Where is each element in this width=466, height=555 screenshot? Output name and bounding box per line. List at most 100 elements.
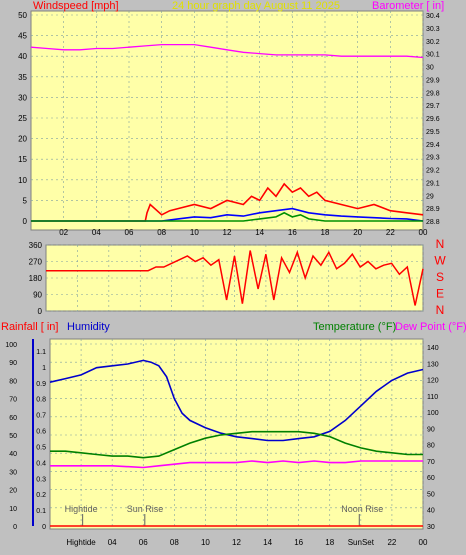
temperature-tick-label: 40 <box>427 508 435 515</box>
humidity-tick-label: 30 <box>9 469 17 476</box>
wind-x-tick-label: 20 <box>353 228 362 237</box>
rain-tick-label: 1.1 <box>36 349 46 356</box>
wind-x-tick-label: 06 <box>125 228 134 237</box>
barometer-tick-label: 28.8 <box>426 219 440 226</box>
compass-label: N <box>436 303 445 317</box>
gust_blue-line <box>31 207 424 222</box>
gust_green-line <box>31 211 423 222</box>
wind-y-tick-label: 40 <box>18 52 27 61</box>
barometer-tick-label: 30 <box>426 65 434 72</box>
temperature-tick-label: 50 <box>427 491 435 498</box>
barometer-tick-label: 29.8 <box>426 90 440 97</box>
barometer-tick-label: 29.4 <box>426 142 440 149</box>
compass-label: E <box>436 287 444 301</box>
humidity-tick-label: 90 <box>9 360 17 367</box>
barometer-tick-label: 29.2 <box>426 168 440 175</box>
temperature-line <box>50 430 423 459</box>
wind-y-tick-label: 5 <box>23 196 28 205</box>
rainfall-axis-label: Rainfall [ in] <box>1 321 58 333</box>
wind-y-tick-label: 25 <box>18 114 27 123</box>
temperature-tick-label: 100 <box>427 410 439 417</box>
dewpoint-line <box>50 460 423 469</box>
rain-tick-label: 0.8 <box>36 397 46 404</box>
temp-x-tick-label: 10 <box>201 538 210 547</box>
wind-y-tick-label: 20 <box>18 135 27 144</box>
temperature-tick-label: 90 <box>427 426 435 433</box>
wind-y-tick-label: 50 <box>18 11 27 20</box>
humidity-tick-label: 50 <box>9 433 17 440</box>
wind-y-tick-label: 0 <box>23 217 28 226</box>
wind-y-tick-label: 10 <box>18 176 27 185</box>
direction-y-tick-label: 0 <box>38 307 43 316</box>
barometer-tick-label: 30.3 <box>426 26 440 33</box>
temperature-tick-label: 140 <box>427 345 439 352</box>
barometer-tick-label: 30.2 <box>426 39 440 46</box>
temp-x-tick-label: 22 <box>387 538 396 547</box>
compass-label: S <box>436 270 444 284</box>
humidity-tick-label: 80 <box>9 378 17 385</box>
barometer-tick-label: 29.9 <box>426 77 440 84</box>
rain-tick-label: 0.4 <box>36 460 46 467</box>
barometer-tick-label: 30.4 <box>426 13 440 20</box>
barometer-tick-label: 29.5 <box>426 129 440 136</box>
temperature-tick-label: 70 <box>427 459 435 466</box>
wind-x-tick-label: 02 <box>59 228 68 237</box>
wind-x-tick-label: 04 <box>92 228 101 237</box>
wind-y-tick-label: 15 <box>18 155 27 164</box>
temp-x-tick-label: 08 <box>170 538 179 547</box>
temp-x-tick-label: 12 <box>232 538 241 547</box>
barometer-axis-label: Barometer [ in] <box>372 0 444 12</box>
barometer-tick-label: 28.9 <box>426 206 440 213</box>
direction-y-tick-label: 180 <box>29 274 43 283</box>
temperature-tick-label: 120 <box>427 378 439 385</box>
wind-x-tick-label: 00 <box>419 228 428 237</box>
wind-x-tick-label: 22 <box>386 228 395 237</box>
annotation-label: Sun Rise <box>127 504 164 514</box>
direction-line <box>46 250 424 306</box>
rain-tick-label: 0.6 <box>36 429 46 436</box>
barometer-tick-label: 30.1 <box>426 52 440 59</box>
barometer-tick-label: 29.3 <box>426 155 440 162</box>
wind-x-tick-label: 12 <box>223 228 232 237</box>
humidity-tick-label: 100 <box>5 342 17 349</box>
wind-x-tick-label: 10 <box>190 228 199 237</box>
temperature-axis-label: Temperature (°F) <box>313 321 396 333</box>
rain-tick-label: 0.3 <box>36 476 46 483</box>
direction-y-tick-label: 360 <box>29 241 43 250</box>
wind-x-tick-label: 08 <box>157 228 166 237</box>
barometer-tick-label: 29.1 <box>426 180 440 187</box>
temp-x-tick-label: SunSet <box>348 538 375 547</box>
barometer-tick-label: 29.7 <box>426 103 440 110</box>
wind-line <box>31 182 424 222</box>
temperature-tick-label: 30 <box>427 524 435 531</box>
wind-x-tick-label: 16 <box>288 228 297 237</box>
humidity-tick-label: 0 <box>13 524 17 531</box>
temperature-tick-label: 80 <box>427 443 435 450</box>
annotation-label: Hightide <box>65 504 98 514</box>
wind-x-tick-label: 14 <box>255 228 264 237</box>
windspeed-axis-label: Windspeed [mph] <box>33 0 119 12</box>
compass-label: W <box>434 254 446 268</box>
temp-x-tick-label: Hightide <box>66 538 96 547</box>
temp-x-tick-label: 04 <box>108 538 117 547</box>
barometer-line <box>30 43 424 59</box>
barometer-tick-label: 29 <box>426 193 434 200</box>
temperature-tick-label: 130 <box>427 361 439 368</box>
annotation-label: Noon Rise <box>341 504 383 514</box>
rain-tick-label: 0.9 <box>36 381 46 388</box>
barometer-tick-label: 29.6 <box>426 116 440 123</box>
humidity-line <box>49 359 424 442</box>
direction-y-tick-label: 90 <box>33 291 42 300</box>
chart-title: 24 hour graph day August 11 2025 <box>172 0 340 12</box>
temp-x-tick-label: 00 <box>419 538 428 547</box>
wind-y-tick-label: 45 <box>18 32 27 41</box>
humidity-tick-label: 20 <box>9 488 17 495</box>
direction-y-tick-label: 270 <box>29 258 43 267</box>
rain-tick-label: 0.5 <box>36 444 46 451</box>
rain-tick-label: 0.2 <box>36 492 46 499</box>
humidity-tick-label: 60 <box>9 415 17 422</box>
wind-y-tick-label: 35 <box>18 73 27 82</box>
temperature-tick-label: 60 <box>427 475 435 482</box>
